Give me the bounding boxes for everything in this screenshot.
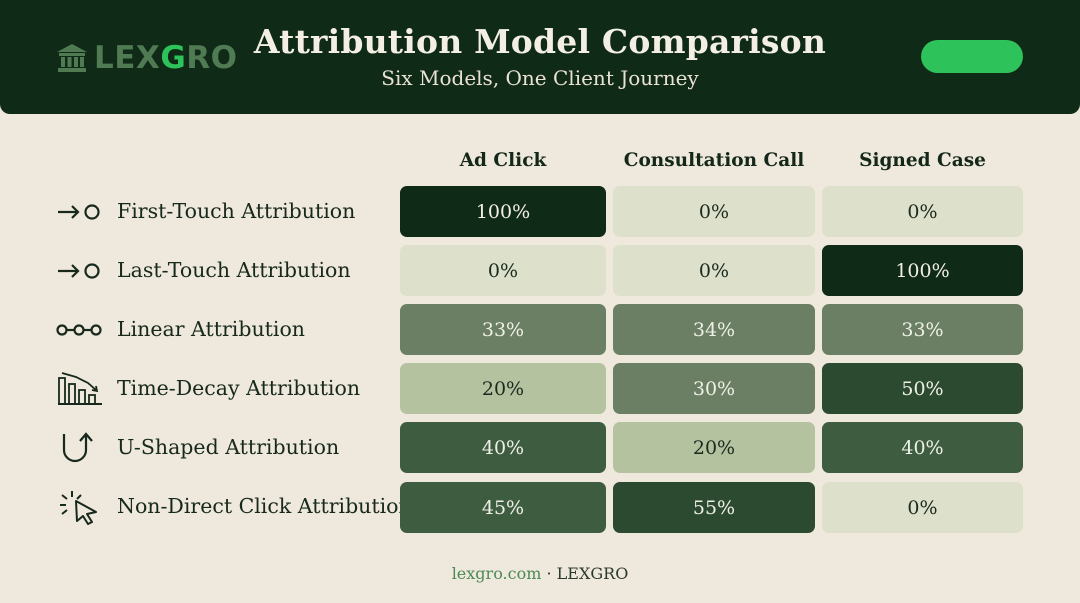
heatmap-cell: 100% [400,186,606,237]
heatmap-cell: 0% [613,245,815,296]
row-label-last-touch: Last-Touch Attribution [117,258,351,282]
arrow-to-circle-icon [56,194,104,230]
column-header-2: Signed Case [859,150,986,171]
page-title: Attribution Model Comparison [253,22,827,61]
linked-nodes-icon [56,312,104,348]
heatmap-cell: 45% [400,482,606,533]
row-label-linear: Linear Attribution [117,317,305,341]
column-header-0: Ad Click [459,150,547,171]
header-bar: LEXGRO Attribution Model Comparison Six … [0,0,1080,114]
column-header-1: Consultation Call [623,150,805,171]
heatmap-cell: 0% [613,186,815,237]
heatmap-cell: 0% [822,482,1023,533]
institution-icon [57,44,87,72]
heatmap-cell: 0% [400,245,606,296]
row-label-u-shaped: U-Shaped Attribution [117,435,340,459]
heatmap-cell: 0% [822,186,1023,237]
heatmap-cell: 40% [400,422,606,473]
declining-bars-icon [56,370,104,406]
footer-brand: LEXGRO [556,564,629,583]
row-label-non-direct-click: Non-Direct Click Attribution [117,494,412,518]
footer-separator: · [546,564,552,583]
cursor-click-icon [56,489,104,525]
heatmap-cell: 34% [613,304,815,355]
brand-logo[interactable]: LEXGRO [56,40,238,76]
heatmap-cell: 30% [613,363,815,414]
heatmap-cell: 33% [822,304,1023,355]
header-action-button[interactable] [921,40,1023,73]
heatmap-cell: 40% [822,422,1023,473]
u-turn-arrow-icon [56,430,104,466]
heatmap-cell: 20% [400,363,606,414]
heatmap-cell: 20% [613,422,815,473]
heatmap-cell: 33% [400,304,606,355]
footer-site-link[interactable]: lexgro.com [451,564,542,583]
heatmap-cell: 100% [822,245,1023,296]
heatmap-cell: 55% [613,482,815,533]
row-label-first-touch: First-Touch Attribution [117,199,356,223]
heatmap-cell: 50% [822,363,1023,414]
logo-wordmark: LEXGRO [94,40,238,76]
footer: lexgro.com · LEXGRO [0,564,1080,583]
page-subtitle: Six Models, One Client Journey [381,66,699,90]
arrow-to-circle-icon [56,253,104,289]
row-label-time-decay: Time-Decay Attribution [117,376,361,400]
